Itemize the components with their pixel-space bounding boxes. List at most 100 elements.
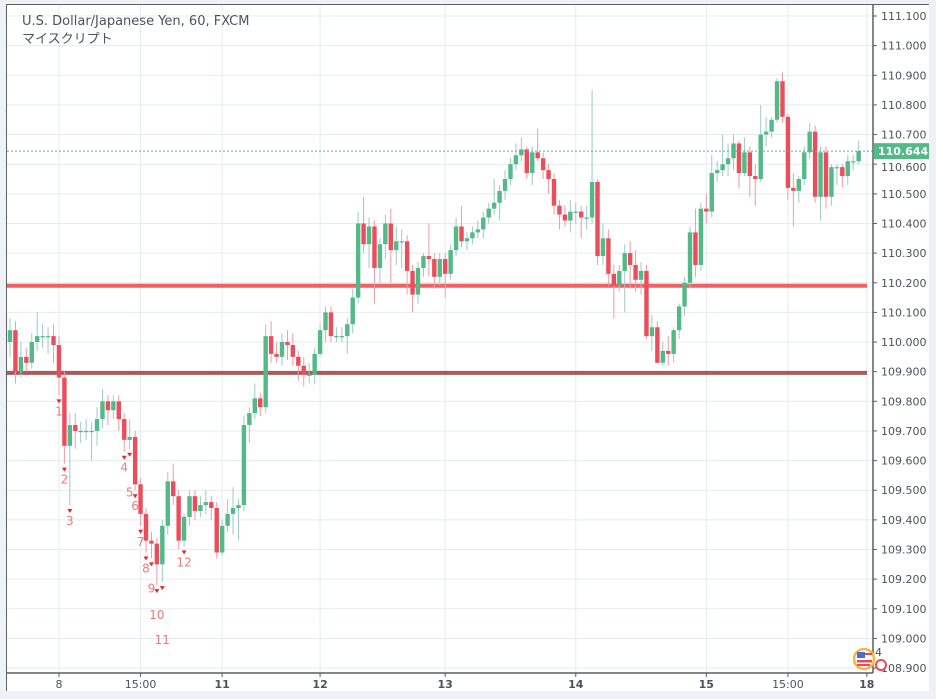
candle-up[interactable] <box>29 342 34 363</box>
candle-up[interactable] <box>829 167 834 197</box>
candle-up[interactable] <box>725 158 731 165</box>
candle-up[interactable] <box>530 152 535 174</box>
candle-up[interactable] <box>35 336 40 343</box>
candle-down[interactable] <box>296 356 301 366</box>
candle-up[interactable] <box>796 179 801 191</box>
candle-up[interactable] <box>851 161 856 163</box>
candle-up[interactable] <box>415 267 421 295</box>
candle-down[interactable] <box>644 270 649 337</box>
candle-up[interactable] <box>671 330 676 354</box>
us-flag-economic-event-icon[interactable]: 4 <box>852 645 887 675</box>
candle-up[interactable] <box>421 256 426 268</box>
candle-down[interactable] <box>73 425 78 431</box>
candle-up[interactable] <box>7 330 13 343</box>
candle-down[interactable] <box>290 345 296 357</box>
candle-up[interactable] <box>83 430 89 433</box>
candle-down[interactable] <box>747 152 753 177</box>
candle-down[interactable] <box>840 167 845 177</box>
candle-up[interactable] <box>252 398 257 414</box>
candle-down[interactable] <box>606 238 611 274</box>
candle-up[interactable] <box>89 430 94 433</box>
candle-down[interactable] <box>540 158 546 171</box>
candle-up[interactable] <box>312 353 317 375</box>
candle-up[interactable] <box>491 202 497 209</box>
candle-up[interactable] <box>856 151 861 162</box>
candle-up[interactable] <box>475 229 481 233</box>
candle-down[interactable] <box>149 540 154 544</box>
candle-down[interactable] <box>791 187 796 191</box>
candle-up[interactable] <box>165 481 170 526</box>
candle-down[interactable] <box>704 208 709 212</box>
candle-down[interactable] <box>557 205 562 215</box>
candle-up[interactable] <box>67 425 73 446</box>
candle-up[interactable] <box>383 223 388 245</box>
candle-up[interactable] <box>40 336 45 338</box>
candle-up[interactable] <box>323 312 328 331</box>
candle-down[interactable] <box>62 377 67 446</box>
candle-up[interactable] <box>568 211 573 221</box>
candle-up[interactable] <box>486 208 491 218</box>
candle-up[interactable] <box>715 170 720 174</box>
candle-down[interactable] <box>693 232 698 265</box>
candle-up[interactable] <box>187 496 192 517</box>
candle-up[interactable] <box>279 342 285 357</box>
candle-up[interactable] <box>513 155 519 165</box>
candle-down[interactable] <box>388 223 393 251</box>
candle-down[interactable] <box>56 345 62 378</box>
candle-up[interactable] <box>111 401 116 411</box>
candle-down[interactable] <box>627 253 633 265</box>
candle-up[interactable] <box>502 179 508 191</box>
candle-down[interactable] <box>812 131 818 197</box>
candle-up[interactable] <box>519 149 524 156</box>
candle-up[interactable] <box>263 336 268 408</box>
candle-up[interactable] <box>339 336 345 338</box>
candle-up[interactable] <box>638 270 644 280</box>
candle-up[interactable] <box>198 505 203 511</box>
candle-up[interactable] <box>589 181 595 218</box>
candle-down[interactable] <box>611 273 617 286</box>
candle-down[interactable] <box>432 259 437 277</box>
candle-down[interactable] <box>132 436 138 485</box>
candle-down[interactable] <box>562 214 568 221</box>
candle-down[interactable] <box>214 508 219 553</box>
candle-up[interactable] <box>399 241 404 243</box>
chart-panel[interactable]: 111.100 111.000 110.900 110.800 110.700 110.6… <box>6 4 929 691</box>
candle-down[interactable] <box>551 179 557 206</box>
candle-up[interactable] <box>834 167 840 169</box>
candlestick-chart[interactable]: 111.100 111.000 110.900 110.800 110.700 110.6… <box>7 5 929 691</box>
candle-down[interactable] <box>753 176 758 180</box>
candle-down[interactable] <box>138 484 143 514</box>
candle-down[interactable] <box>13 330 18 372</box>
candle-up[interactable] <box>731 143 736 159</box>
candle-up[interactable] <box>617 270 622 286</box>
candle-down[interactable] <box>285 342 290 346</box>
candle-down[interactable] <box>258 398 263 408</box>
candle-up[interactable] <box>18 356 24 372</box>
candle-down[interactable] <box>24 356 29 363</box>
candle-down[interactable] <box>143 513 149 541</box>
candle-up[interactable] <box>802 152 807 180</box>
candle-up[interactable] <box>160 525 165 565</box>
candle-up[interactable] <box>247 413 252 426</box>
candle-up[interactable] <box>742 152 747 174</box>
candle-up[interactable] <box>94 419 100 431</box>
candle-up[interactable] <box>709 173 714 212</box>
candle-up[interactable] <box>355 223 361 298</box>
candle-up[interactable] <box>219 525 225 553</box>
candle-up[interactable] <box>720 164 725 171</box>
candle-up[interactable] <box>437 259 442 277</box>
candle-down[interactable] <box>780 81 785 117</box>
candle-down[interactable] <box>328 312 334 337</box>
candle-down[interactable] <box>655 327 660 363</box>
candle-down[interactable] <box>301 365 306 375</box>
candle-down[interactable] <box>361 223 366 245</box>
script-name[interactable]: マイスクリプト <box>22 32 113 47</box>
candle-up[interactable] <box>236 505 241 509</box>
candle-up[interactable] <box>508 164 513 180</box>
candle-up[interactable] <box>774 81 780 120</box>
candle-up[interactable] <box>377 244 383 268</box>
candle-up[interactable] <box>350 297 355 325</box>
candle-up[interactable] <box>622 253 627 271</box>
candle-down[interactable] <box>459 226 464 242</box>
candle-up[interactable] <box>470 232 475 239</box>
